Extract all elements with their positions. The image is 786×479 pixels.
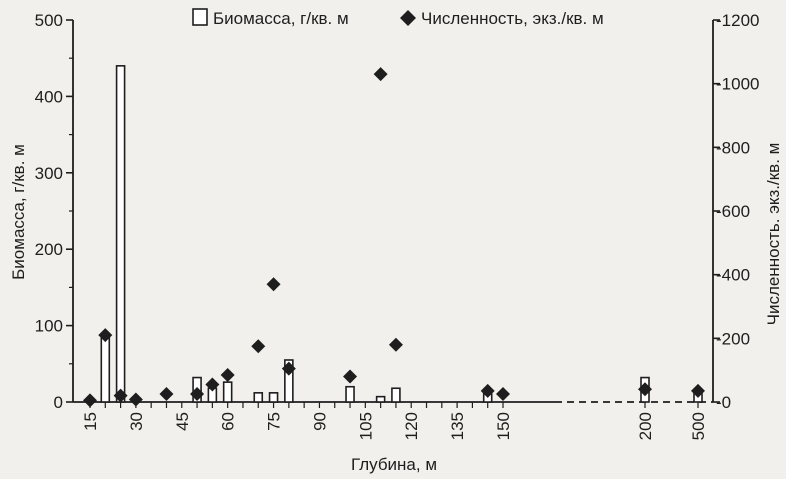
biomass-bar bbox=[115, 65, 126, 403]
right-tick-label: -600 bbox=[716, 202, 750, 221]
abundance-point bbox=[190, 387, 205, 402]
abundance-point bbox=[480, 383, 495, 398]
right-y-axis: -0 -200 -400 -600 -800 -1000 -1200 bbox=[713, 11, 759, 412]
right-tick-label: -800 bbox=[716, 138, 750, 157]
abundance-point bbox=[388, 337, 403, 352]
biomass-bar bbox=[268, 392, 279, 403]
legend: Биомасса, г/кв. м Численность, экз./кв. … bbox=[192, 8, 604, 28]
x-tick-label: 90 bbox=[310, 412, 329, 431]
left-tick-label: 500 bbox=[35, 11, 63, 30]
legend-abundance-label: Численность, экз./кв. м bbox=[421, 9, 604, 28]
x-tick-label: 75 bbox=[265, 412, 284, 431]
biomass-bar bbox=[100, 336, 111, 403]
biomass-bar bbox=[253, 392, 264, 403]
right-tick-label: -0 bbox=[716, 393, 731, 412]
right-tick-label: -400 bbox=[716, 266, 750, 285]
abundance-point bbox=[83, 393, 97, 408]
x-tick-label: 60 bbox=[219, 412, 238, 431]
x-tick-label: 200 bbox=[636, 412, 655, 440]
x-tick-label: 120 bbox=[402, 412, 421, 440]
biomass-bar bbox=[391, 387, 401, 403]
abundance-point bbox=[638, 382, 652, 397]
abundance-point bbox=[343, 369, 358, 384]
abundance-point bbox=[159, 387, 174, 402]
biomass-bars bbox=[100, 65, 703, 403]
right-tick-label: -200 bbox=[716, 329, 750, 348]
left-y-axis: 0 100 200 300 400 500 bbox=[35, 11, 73, 412]
left-axis-title: Биомасса, г/кв. м bbox=[9, 144, 28, 280]
biomass-bar bbox=[345, 385, 355, 403]
abundance-points bbox=[83, 67, 705, 408]
abundance-point bbox=[113, 388, 128, 403]
left-tick-label: 300 bbox=[35, 164, 63, 183]
abundance-point bbox=[281, 361, 296, 376]
right-tick-label: -1000 bbox=[716, 75, 759, 94]
abundance-point bbox=[220, 367, 235, 382]
legend-biomass-swatch bbox=[192, 8, 208, 26]
legend-biomass-label: Биомасса, г/кв. м bbox=[213, 9, 349, 28]
x-tick-label: 150 bbox=[494, 412, 513, 440]
biomass-bar bbox=[222, 381, 233, 403]
biomass-bar bbox=[284, 359, 294, 403]
left-tick-label: 100 bbox=[35, 317, 63, 336]
x-axis-title: Глубина, м bbox=[351, 455, 437, 474]
abundance-point bbox=[266, 277, 281, 292]
abundance-point bbox=[691, 383, 705, 398]
biomass-bar bbox=[375, 395, 386, 403]
x-tick-label: 30 bbox=[127, 412, 146, 431]
left-tick-label: 200 bbox=[35, 240, 63, 259]
abundance-point bbox=[98, 328, 113, 343]
legend-abundance-marker bbox=[400, 10, 416, 26]
x-tick-label: 500 bbox=[689, 412, 708, 440]
abundance-point bbox=[128, 392, 143, 407]
x-tick-label: 15 bbox=[81, 412, 100, 431]
abundance-point bbox=[373, 67, 388, 82]
left-tick-label: 0 bbox=[54, 393, 63, 412]
right-axis-title: Численность. экз./кв. м bbox=[764, 143, 783, 326]
x-tick-label: 135 bbox=[448, 412, 467, 440]
abundance-point bbox=[251, 339, 266, 354]
right-tick-label: -1200 bbox=[716, 11, 759, 30]
x-tick-label: 105 bbox=[356, 412, 375, 440]
x-axis: 15 30 45 60 75 90 105 120 135 150 200 500 bbox=[81, 402, 708, 440]
abundance-point bbox=[205, 377, 220, 392]
x-tick-label: 45 bbox=[173, 412, 192, 431]
abundance-point bbox=[496, 387, 510, 402]
left-tick-label: 400 bbox=[35, 87, 63, 106]
